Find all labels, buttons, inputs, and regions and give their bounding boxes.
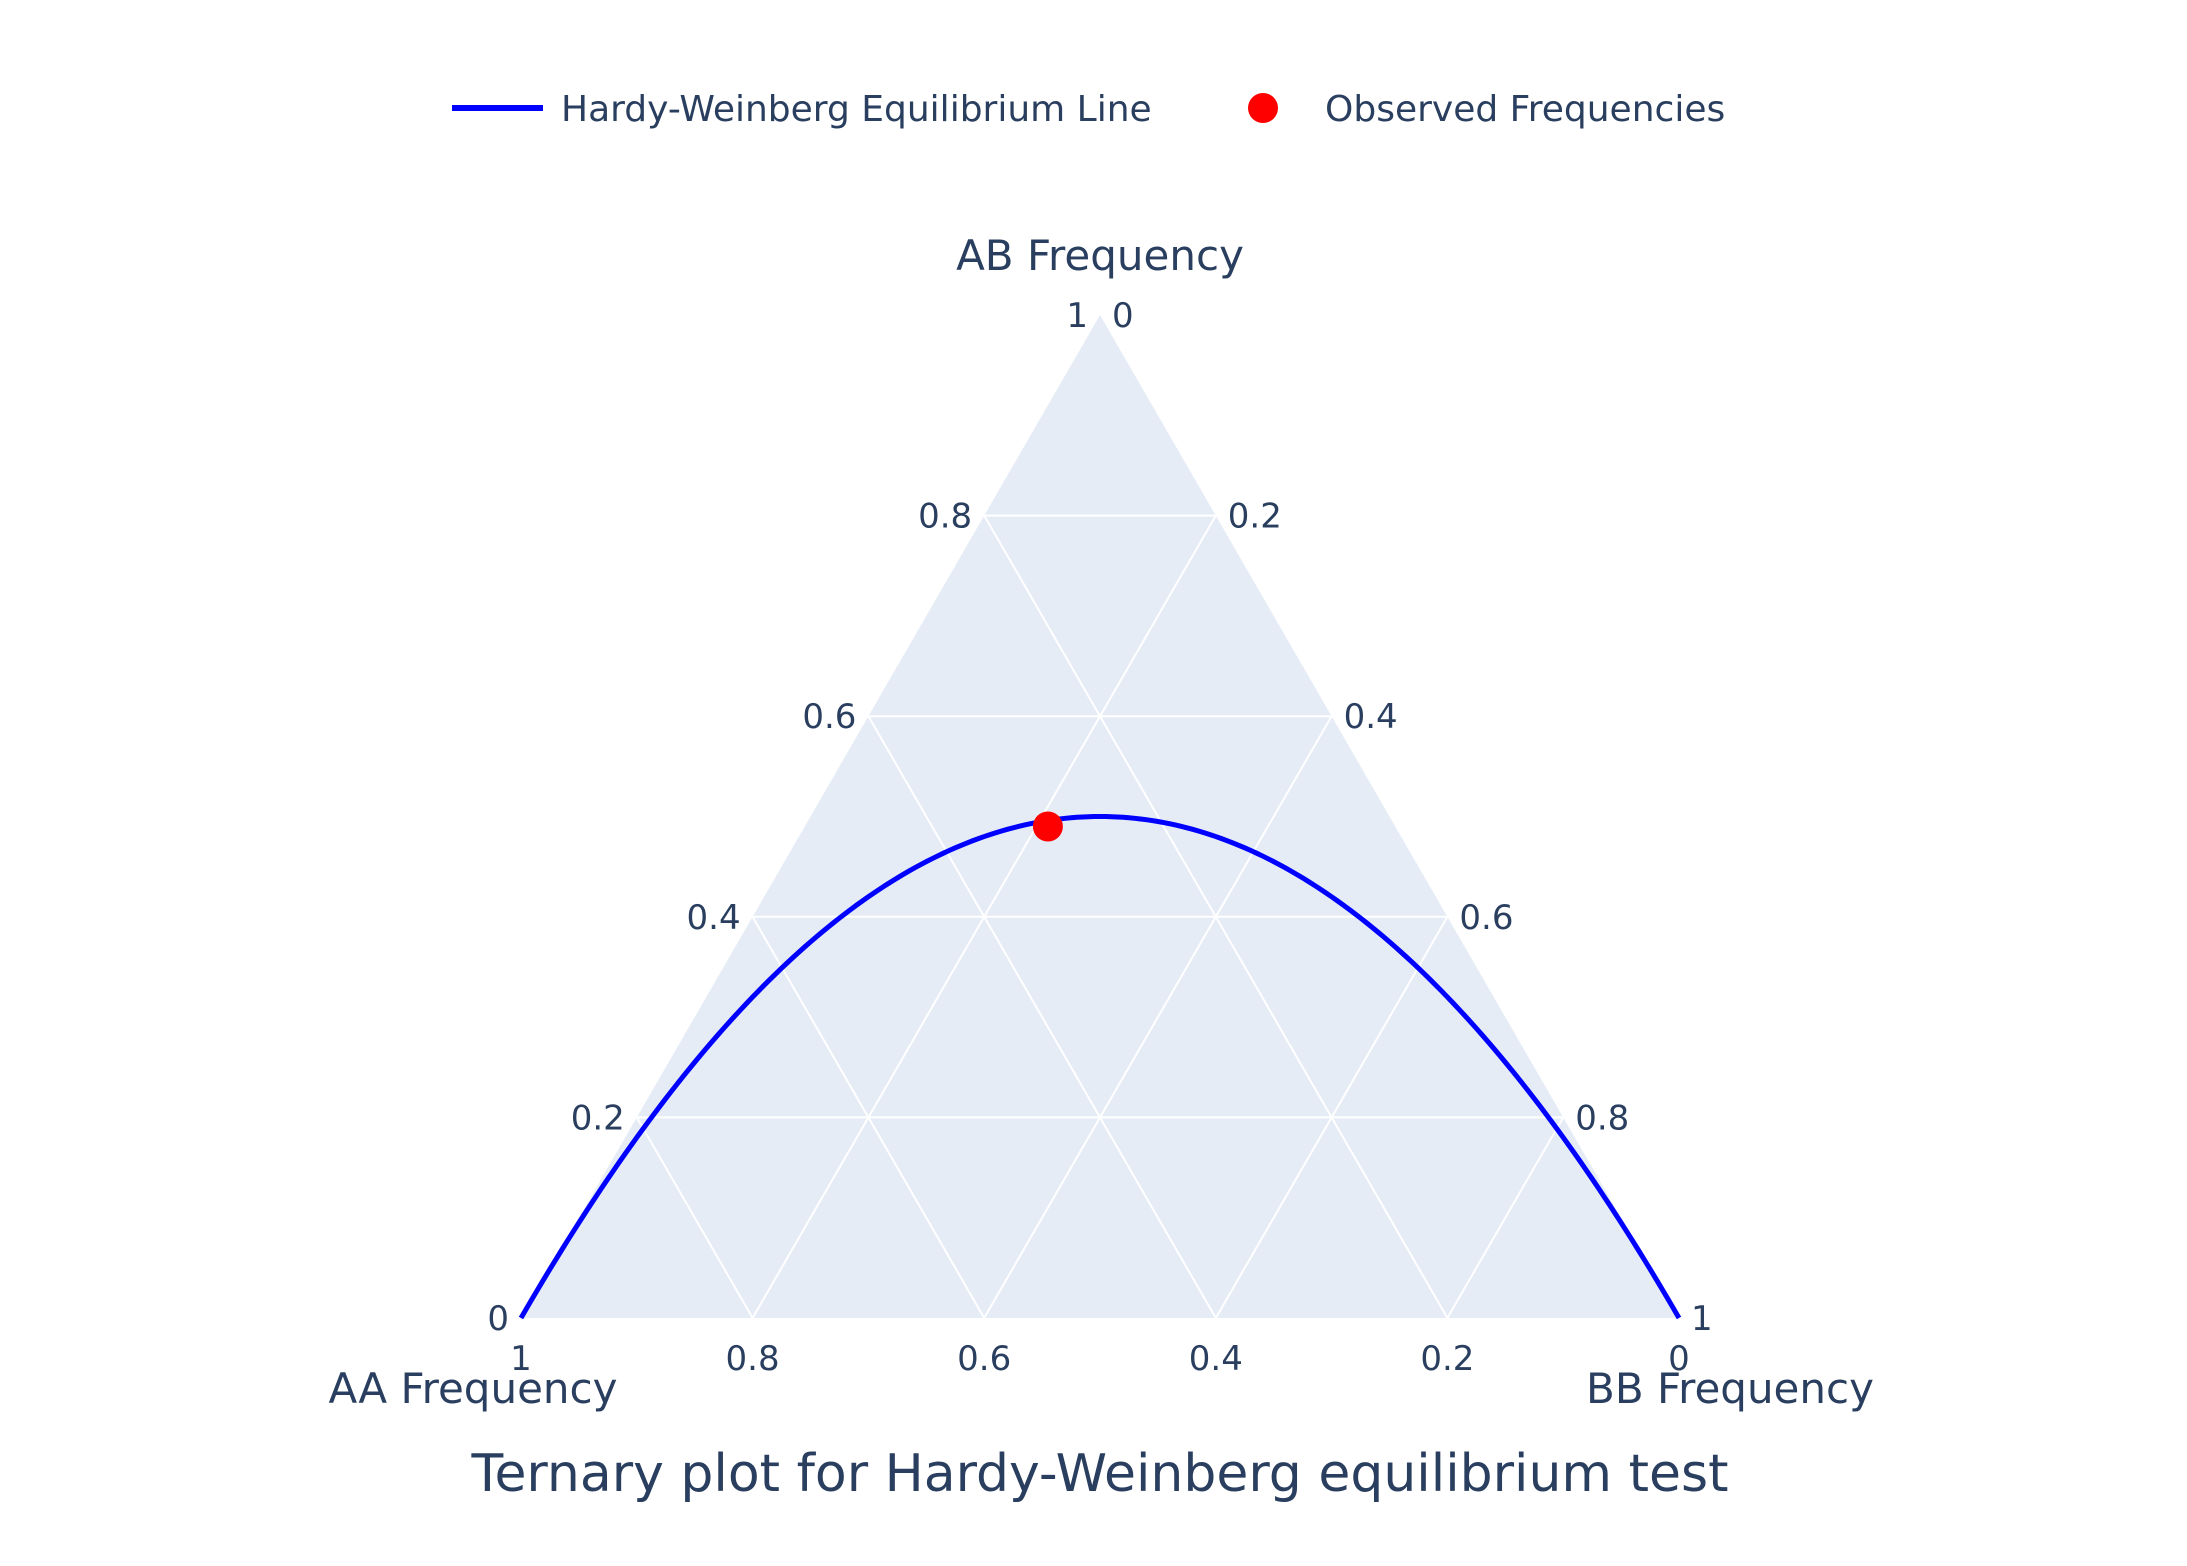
tick-label-ab: 0 (487, 1299, 509, 1339)
gridline-bb (983, 715, 1333, 1319)
tick-label-ab: 0.6 (802, 697, 856, 737)
observed-point (1032, 811, 1063, 842)
chart-title: Ternary plot for Hardy-Weinberg equilibr… (471, 1444, 1729, 1504)
gridlines (635, 514, 1565, 1319)
hardy-weinberg-line (518, 813, 1682, 1320)
tick-label-bb: 0 (1112, 296, 1134, 336)
legend-marker-label[interactable]: Observed Frequencies (1325, 89, 1725, 130)
tick-label-ab: 0.4 (687, 898, 741, 938)
gridline-bb (1214, 916, 1449, 1319)
tick-label-aa: 0.8 (726, 1339, 780, 1379)
gridline-aa (867, 715, 1217, 1319)
legend: Hardy-Weinberg Equilibrium Line Observed… (452, 89, 1725, 130)
gridline-aa (751, 916, 986, 1319)
tick-label-bb: 0.2 (1228, 497, 1282, 537)
tick-label-aa: 0 (1668, 1339, 1690, 1379)
axis-title-bb: BB Frequency (1586, 1364, 1874, 1413)
legend-marker-swatch[interactable] (1248, 93, 1278, 123)
tick-label-aa: 0.2 (1420, 1339, 1474, 1379)
axis-title-aa: AA Frequency (329, 1364, 618, 1413)
gridline-bb (1446, 1116, 1565, 1319)
legend-line-label[interactable]: Hardy-Weinberg Equilibrium Line (561, 89, 1152, 130)
tick-label-bb: 0.8 (1575, 1098, 1629, 1138)
tick-labels: 00.20.40.60.81 00.20.40.60.8100.20.40.60.… (487, 296, 1712, 1379)
tick-label-ab: 0.2 (571, 1098, 625, 1138)
tick-label-bb: 1 (1691, 1299, 1713, 1339)
tick-label-bb: 0.4 (1344, 697, 1398, 737)
axis-title-ab: AB Frequency (956, 231, 1244, 280)
tick-label-aa: 0.6 (957, 1339, 1011, 1379)
tick-label-bb: 0.6 (1459, 898, 1513, 938)
tick-label-aa: 0.4 (1189, 1339, 1243, 1379)
observed-points (1032, 811, 1063, 842)
gridline-aa (635, 1116, 754, 1319)
tick-label-ab: 0.8 (918, 497, 972, 537)
tick-label-aa: 1 (510, 1339, 532, 1379)
tick-label-ab: 1 (1066, 296, 1088, 336)
